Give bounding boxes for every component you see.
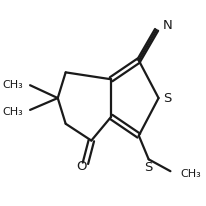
Text: O: O	[76, 160, 87, 173]
Text: S: S	[144, 161, 153, 174]
Text: N: N	[163, 19, 172, 32]
Text: CH₃: CH₃	[2, 80, 23, 90]
Text: S: S	[164, 91, 172, 105]
Text: CH₃: CH₃	[180, 169, 201, 179]
Text: CH₃: CH₃	[2, 107, 23, 117]
